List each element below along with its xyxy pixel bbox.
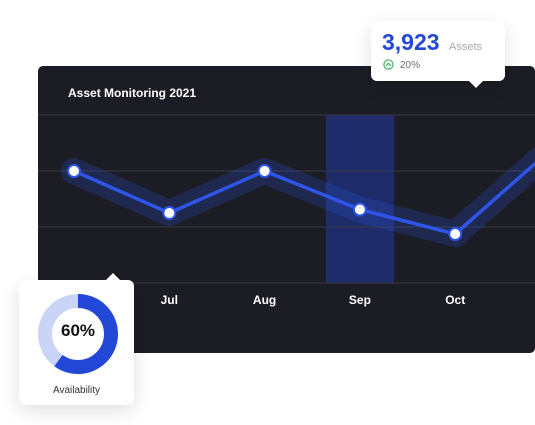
x-tick-label: Sep [349,293,371,307]
availability-percent: 60% [60,321,96,340]
data-point [257,164,272,178]
assets-count: 3,923 [382,29,440,55]
series-glow [61,146,535,247]
data-point [352,202,367,217]
series-line [72,161,535,236]
assets-summary-card: 3,923 Assets 20% [371,21,505,88]
chevron-up-circle-icon [383,59,394,70]
data-point [448,227,463,241]
assets-label: Assets [449,41,483,53]
donut-progress [38,294,118,374]
data-point [162,206,177,220]
x-tick-label: Aug [253,293,276,307]
availability-card: 60% Availability [19,273,134,405]
availability-label: Availability [52,385,101,396]
chart-title: Asset Monitoring 2021 [68,86,197,100]
line-chart: Jul Aug Sep Oct [38,114,535,307]
data-point [67,164,81,178]
x-tick-label: Jul [161,293,178,307]
x-tick-label: Oct [445,293,465,307]
growth-percent: 20% [400,60,421,71]
availability-donut [38,294,118,374]
